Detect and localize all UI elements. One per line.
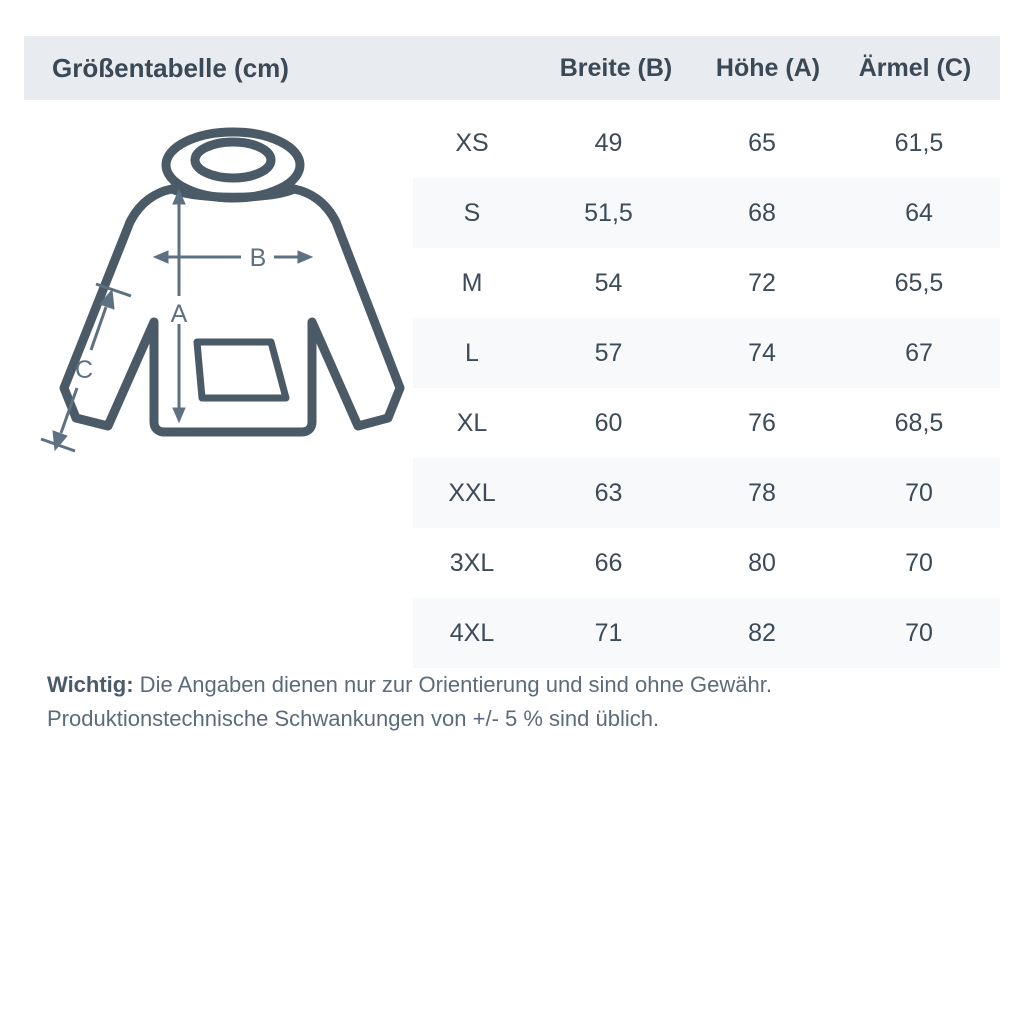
table-row: 3XL 66 80 70 [413, 528, 1000, 598]
cell-width: 49 [594, 128, 623, 157]
cell-size: M [461, 268, 483, 297]
hoodie-diagram: B A C [36, 126, 408, 456]
dimension-a: A [171, 188, 188, 424]
page-title: Größentabelle (cm) [52, 53, 289, 83]
cell-height: 82 [748, 618, 776, 647]
table-row: XS 49 65 61,5 [413, 108, 1000, 178]
cell-sleeve: 70 [905, 618, 933, 647]
dimension-label-c: C [75, 356, 93, 384]
cell-width: 71 [594, 618, 623, 647]
table-row: XXL 63 78 70 [413, 458, 1000, 528]
cell-height: 78 [748, 478, 776, 507]
cell-size: S [463, 198, 481, 227]
size-table: XS 49 65 61,5 S 51,5 68 64 M 54 72 65,5 … [413, 108, 1000, 668]
table-row: XL 60 76 68,5 [413, 388, 1000, 458]
column-header-height: Höhe (A) [715, 54, 821, 82]
dimension-c: C [40, 282, 132, 453]
disclaimer-line-1: Die Angaben dienen nur zur Orientierung … [133, 672, 772, 697]
cell-width: 57 [594, 338, 623, 367]
dimension-label-b: B [250, 244, 267, 272]
cell-sleeve: 64 [905, 198, 933, 227]
dimension-b: B [152, 244, 314, 272]
cell-width: 66 [594, 548, 623, 577]
column-header-width: Breite (B) [559, 54, 673, 82]
cell-width: 63 [594, 478, 623, 507]
cell-sleeve: 70 [905, 478, 933, 507]
cell-height: 74 [748, 338, 776, 367]
column-header-sleeve: Ärmel (C) [858, 54, 972, 82]
cell-size: XS [455, 128, 489, 157]
cell-height: 80 [748, 548, 776, 577]
cell-sleeve: 61,5 [894, 128, 944, 157]
cell-width: 54 [594, 268, 623, 297]
dimension-lines: B A C [40, 188, 314, 453]
cell-size: XXL [448, 478, 496, 507]
cell-height: 76 [748, 408, 776, 437]
dimension-label-a: A [171, 300, 188, 328]
disclaimer-note: Wichtig: Die Angaben dienen nur zur Orie… [47, 668, 987, 736]
cell-height: 68 [748, 198, 776, 227]
cell-height: 72 [748, 268, 776, 297]
hood-icon [161, 127, 305, 203]
table-row: M 54 72 65,5 [413, 248, 1000, 318]
table-row: L 57 74 67 [413, 318, 1000, 388]
cell-width: 51,5 [584, 198, 633, 227]
cell-size: 4XL [449, 618, 495, 647]
cell-width: 60 [594, 408, 623, 437]
cell-height: 65 [748, 128, 776, 157]
cell-sleeve: 67 [905, 338, 933, 367]
cell-sleeve: 68,5 [894, 408, 944, 437]
cell-sleeve: 65,5 [894, 268, 944, 297]
cell-size: 3XL [449, 548, 495, 577]
table-row: 4XL 71 82 70 [413, 598, 1000, 668]
cell-size: XL [456, 408, 488, 437]
disclaimer-line-2: Produktionstechnische Schwankungen von +… [47, 706, 660, 731]
table-header-band [24, 36, 1000, 100]
cell-size: L [465, 338, 479, 367]
cell-sleeve: 70 [905, 548, 933, 577]
table-row: S 51,5 68 64 [413, 178, 1000, 248]
pocket-icon [193, 338, 290, 402]
disclaimer-label: Wichtig: [47, 672, 134, 697]
